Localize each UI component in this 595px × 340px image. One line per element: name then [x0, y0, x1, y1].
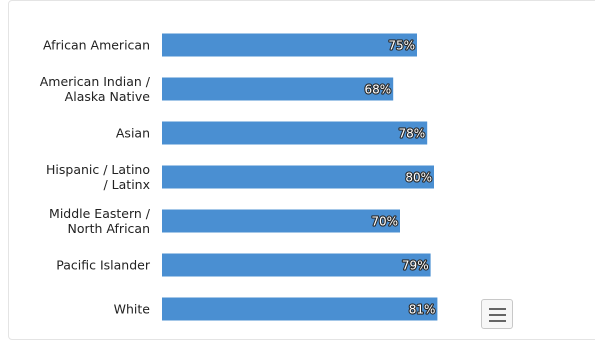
category-label-line: Hispanic / Latino	[46, 162, 150, 177]
category-label-line: Middle Eastern /	[49, 206, 151, 221]
bars	[162, 33, 438, 321]
category-label: Middle Eastern / North African	[49, 206, 151, 236]
category-label: Asian	[116, 126, 150, 141]
chart-menu-button[interactable]	[481, 299, 513, 329]
category-label: Hispanic / Latino / Latinx	[46, 162, 150, 192]
hamburger-menu-icon-line	[489, 320, 506, 322]
value-label: 78%	[399, 127, 426, 141]
hamburger-menu-icon-line	[489, 314, 506, 316]
bar[interactable]	[162, 121, 428, 145]
category-label-line: / Latinx	[103, 177, 150, 192]
value-labels: 75% 68% 78% 80% 70% 79% 81%	[363, 37, 436, 317]
value-label: 81%	[409, 303, 436, 317]
category-label: African American	[43, 38, 150, 53]
value-label: 80%	[405, 171, 432, 185]
value-label: 70%	[371, 215, 398, 229]
category-label-line: White	[114, 302, 151, 317]
category-label: American Indian / Alaska Native	[40, 74, 151, 104]
category-label-line: North African	[67, 221, 150, 236]
hamburger-menu-icon	[489, 308, 506, 310]
category-label-line: American Indian /	[40, 74, 151, 89]
chart: African American American Indian / Alaska …	[40, 33, 438, 321]
category-label: White	[114, 302, 151, 317]
bar[interactable]	[162, 77, 394, 101]
value-label: 75%	[388, 39, 415, 53]
category-label-line: Alaska Native	[65, 89, 151, 104]
category-labels: African American American Indian / Alaska …	[40, 38, 151, 317]
bar[interactable]	[162, 253, 431, 277]
category-label-line: Asian	[116, 126, 150, 141]
bar[interactable]	[162, 297, 438, 321]
value-label: 79%	[402, 259, 429, 273]
category-label-line: Pacific Islander	[56, 258, 151, 273]
bar[interactable]	[162, 165, 434, 189]
category-label: Pacific Islander	[56, 258, 151, 273]
bar[interactable]	[162, 33, 417, 57]
category-label-line: African American	[43, 38, 150, 53]
bar[interactable]	[162, 209, 400, 233]
value-label: 68%	[365, 83, 392, 97]
